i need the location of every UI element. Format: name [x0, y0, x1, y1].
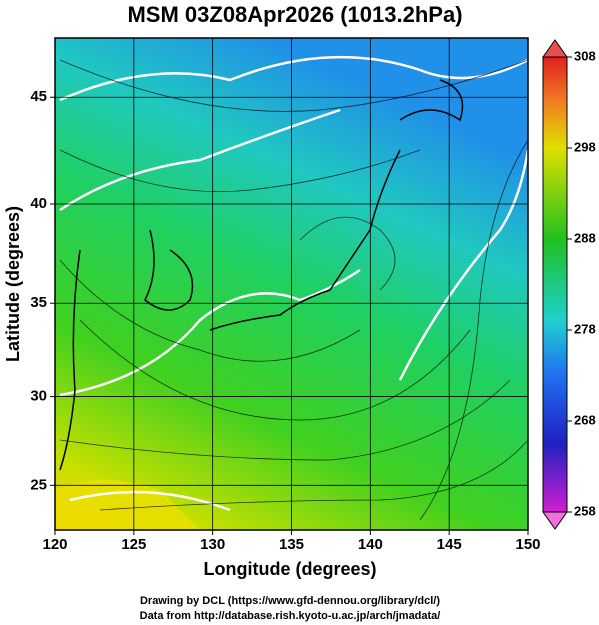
y-tick-label: 45: [30, 88, 47, 105]
colorbar-tick-label: 288: [574, 230, 596, 245]
colorbar: [542, 39, 568, 530]
footer-line: Data from http://database.rish.kyoto-u.a…: [140, 610, 441, 622]
y-tick-label: 25: [30, 476, 47, 493]
y-tick-label: 35: [30, 294, 47, 311]
streamlines: [59, 59, 528, 521]
isotherms: [59, 55, 528, 512]
x-axis-label: Longitude (degrees): [203, 559, 376, 579]
colorbar-over: [542, 39, 568, 58]
x-tick-label: 140: [358, 536, 383, 553]
x-tick-label: 130: [200, 536, 225, 553]
x-tick-label: 120: [42, 536, 67, 553]
warm-region: [55, 480, 200, 530]
title: MSM 03Z08Apr2026 (1013.2hPa): [127, 2, 462, 27]
coastlines: [59, 79, 464, 471]
colorbar-under: [542, 511, 568, 530]
x-tick-label: 135: [279, 536, 304, 553]
y-tick-label: 40: [30, 195, 47, 212]
colorbar-tick-label: 258: [574, 503, 596, 518]
colorbar-tick-label: 298: [574, 139, 596, 154]
colorbar-tick-label: 308: [574, 48, 596, 63]
footer-line: Drawing by DCL (https://www.gfd-dennou.o…: [140, 595, 440, 607]
colorbar-tick-label: 278: [574, 321, 596, 336]
y-axis-label: Latitude (degrees): [3, 206, 23, 362]
x-tick-label: 150: [515, 536, 540, 553]
x-tick-label: 145: [437, 536, 462, 553]
colorbar-tick-label: 268: [574, 412, 596, 427]
y-tick-label: 30: [30, 388, 47, 405]
colorbar-body: [542, 56, 568, 513]
x-tick-label: 125: [121, 536, 146, 553]
